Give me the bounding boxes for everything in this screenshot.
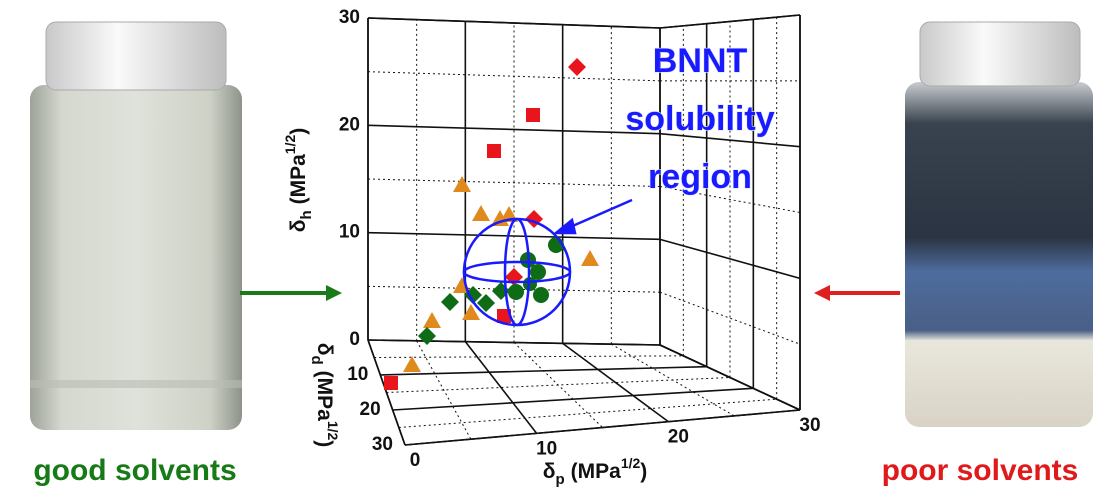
grid-line [464, 341, 538, 434]
d-axis-label: δd(MPa1/2) [308, 343, 341, 448]
h-axis-label: δh(MPa1/2) [282, 128, 315, 233]
markers [384, 58, 599, 390]
h-tick-label: 30 [339, 7, 360, 28]
region-label: region [648, 158, 752, 196]
grid-line [367, 124, 661, 135]
region-label: BNNT [653, 42, 748, 80]
h-tick-label: 0 [349, 329, 360, 350]
grid-line [367, 231, 661, 241]
grid-line [367, 178, 661, 187]
right-caption: poor solvents [882, 454, 1079, 487]
box-edge [367, 339, 406, 446]
d-tick-label: 20 [360, 399, 381, 420]
grid-line [659, 132, 801, 148]
arrows [240, 285, 900, 301]
h-tick-label: 20 [339, 114, 360, 135]
grid-line [380, 365, 707, 376]
solubility-sphere [462, 198, 633, 327]
grid-line [386, 377, 731, 393]
box-edge [659, 344, 801, 411]
grid-line [659, 238, 801, 280]
d-tick-label: 10 [347, 364, 368, 385]
left-caption: good solvents [33, 454, 236, 487]
box-edge [367, 339, 661, 346]
grid-line [611, 343, 735, 417]
box-edge [404, 409, 801, 446]
p-axis-label: δp (MPa1/2) [543, 455, 648, 488]
box-edge [367, 17, 661, 29]
box-edge [659, 14, 801, 29]
poor-solvent-vial [905, 21, 1093, 427]
grid-line [416, 340, 472, 440]
grid-line [398, 398, 777, 428]
h-tick-label: 10 [339, 222, 360, 243]
p-tick-label: 30 [799, 415, 820, 436]
grid-line [562, 342, 669, 423]
grid-line [367, 71, 661, 82]
region-label: solubility [625, 100, 774, 138]
green-circles [508, 237, 564, 303]
grid-line [659, 186, 801, 213]
grid-line [392, 387, 754, 411]
d-tick-label: 30 [372, 434, 393, 455]
plot-3d: 30 20 10 0 10 20 30 0 10 20 30 [339, 7, 821, 471]
red-squares [384, 108, 540, 390]
p-tick-label: 10 [536, 438, 557, 459]
good-solvent-vial [30, 21, 242, 430]
p-tick-label: 0 [410, 450, 421, 471]
p-tick-label: 20 [668, 427, 689, 448]
grid-line [374, 355, 684, 358]
red-diamonds [505, 58, 586, 286]
